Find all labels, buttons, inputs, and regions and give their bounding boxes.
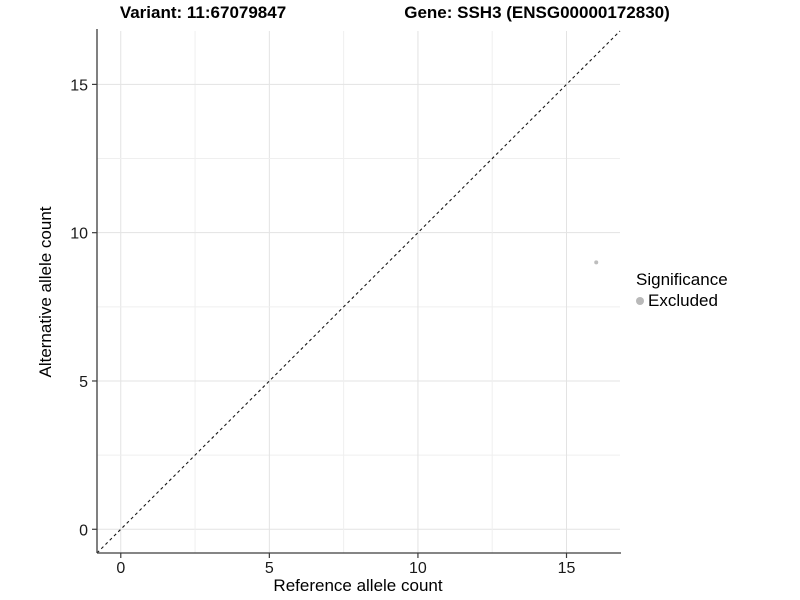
x-tick-label: 5: [265, 560, 274, 577]
data-point: [594, 260, 599, 265]
x-tick-label: 0: [116, 560, 125, 577]
y-tick-label: 0: [79, 522, 88, 539]
y-tick-label: 10: [70, 226, 88, 243]
legend-item-excluded: Excluded: [636, 290, 728, 311]
y-tick-label: 15: [70, 77, 88, 94]
y-axis-title: Alternative allele count: [36, 206, 55, 378]
identity-line: [96, 30, 621, 554]
x-tick-label: 10: [409, 560, 427, 577]
y-tick-label: 5: [79, 374, 88, 391]
legend-point-icon: [636, 296, 644, 305]
x-tick-label: 15: [558, 560, 576, 577]
gene-title: Gene: SSH3 (ENSG00000172830): [404, 3, 670, 22]
variant-title: Variant: 11:67079847: [119, 3, 287, 22]
legend-title: Significance: [636, 270, 728, 289]
x-axis-title: Reference allele count: [273, 576, 443, 595]
legend: Significance Excluded: [636, 269, 728, 311]
legend-item-label: Excluded: [648, 291, 718, 310]
